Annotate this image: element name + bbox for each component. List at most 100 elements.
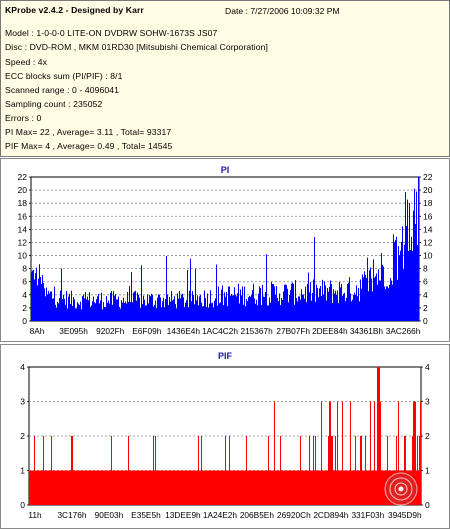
pi-bar: [304, 298, 305, 321]
pi-bar: [34, 279, 35, 321]
pi-bar: [166, 256, 167, 321]
pi-bar: [111, 290, 112, 321]
pi-bar: [410, 249, 411, 321]
pi-bar: [70, 303, 71, 321]
pif-bar: [246, 436, 247, 505]
pi-bar: [287, 288, 288, 321]
pi-bar: [212, 302, 213, 321]
pi-bar: [174, 296, 175, 321]
pi-bar: [397, 279, 398, 321]
pi-bar: [140, 307, 141, 321]
pi-bar: [403, 269, 404, 321]
x-tick-label: 11h: [28, 510, 42, 520]
pi-bar: [108, 300, 109, 321]
pif-bar: [396, 436, 397, 505]
pi-bar: [189, 290, 190, 321]
y-tick-label-left: 6: [22, 277, 27, 287]
pi-bar: [35, 273, 36, 321]
pi-bar: [146, 305, 147, 321]
pi-bar: [406, 225, 407, 321]
pi-bar: [324, 281, 325, 321]
pi-bar: [125, 301, 126, 321]
pi-bar: [260, 288, 261, 321]
pi-bar: [124, 302, 125, 321]
pi-bar: [86, 299, 87, 321]
pif-bar: [153, 436, 154, 505]
pi-bar: [249, 295, 250, 321]
sampling-count-line: Sampling count : 235052: [5, 99, 103, 109]
pi-bar: [67, 308, 68, 321]
pi-bar: [382, 264, 383, 321]
pi-bar: [311, 300, 312, 321]
pif-bar: [198, 436, 199, 505]
pi-bar: [389, 284, 390, 321]
x-tick-label: 206B5Eh: [240, 510, 275, 520]
pi-bar: [165, 299, 166, 321]
pi-bar: [181, 294, 182, 321]
pi-bar: [245, 306, 246, 321]
pi-bar: [94, 302, 95, 321]
pi-bar: [116, 299, 117, 321]
pi-bar: [390, 278, 391, 321]
pi-bar: [38, 278, 39, 321]
pif-bar: [335, 436, 336, 505]
pi-bar: [221, 289, 222, 321]
pi-bar: [259, 286, 260, 321]
pi-bar: [209, 303, 210, 321]
pi-bar: [348, 282, 349, 321]
pi-bar: [101, 292, 102, 321]
pi-bar: [307, 283, 308, 321]
ecc-line: ECC blocks sum (PI/PIF) : 8/1: [5, 71, 123, 81]
pi-bar: [263, 296, 264, 321]
pi-bar: [280, 305, 281, 321]
y-tick-label-left: 0: [22, 316, 27, 326]
pi-bar: [48, 290, 49, 321]
pi-bar: [75, 308, 76, 321]
pif-series: [29, 367, 421, 505]
pi-bar: [396, 236, 397, 321]
pi-bar: [82, 296, 83, 321]
pi-bar: [308, 272, 309, 321]
pi-bar: [76, 308, 77, 321]
y-tick-label-left: 0: [20, 500, 25, 510]
pi-bar: [154, 304, 155, 321]
pi-bar: [105, 307, 106, 321]
pi-bar: [222, 285, 223, 321]
pif-bar: [398, 401, 399, 505]
pi-bar: [340, 287, 341, 321]
pi-bar: [281, 297, 282, 321]
pi-bar: [296, 297, 297, 321]
pi-bar: [104, 307, 105, 321]
pi-bar: [351, 301, 352, 321]
pi-bar: [83, 294, 84, 321]
pi-bar: [162, 301, 163, 321]
pi-bar: [262, 284, 263, 321]
pif-summary-line: PIF Max= 4 , Average= 0.49 , Total= 1454…: [5, 141, 173, 151]
pi-bar: [133, 292, 134, 321]
y-tick-label-left: 12: [18, 237, 28, 247]
pi-bar: [306, 302, 307, 321]
pif-bar: [321, 401, 322, 505]
pi-bar: [64, 298, 65, 321]
pi-bar: [226, 292, 227, 321]
pi-bar: [364, 271, 365, 321]
pi-bar: [186, 300, 187, 321]
pi-bar: [285, 284, 286, 321]
x-tick-label: 3C176h: [57, 510, 86, 520]
pi-bar: [343, 293, 344, 321]
pi-chart-panel: PI 0 0 2 2 4 4 6 6 8 8 10 10 12 12 14 14 16 16 18 18 20 20 22 22…: [0, 158, 450, 342]
pi-bar: [77, 302, 78, 321]
pi-bar: [53, 298, 54, 321]
pi-bar: [66, 290, 67, 321]
pi-bar: [223, 305, 224, 321]
pi-bar: [272, 283, 273, 321]
pi-bar: [338, 303, 339, 321]
y-tick-label-right: 0: [425, 500, 430, 510]
pi-bar: [399, 255, 400, 321]
pi-bar: [230, 295, 231, 321]
x-tick-label: 27B07Fh: [276, 326, 310, 336]
pi-bar: [368, 291, 369, 321]
pi-bar: [365, 274, 366, 321]
pi-bar: [175, 304, 176, 321]
pi-bar: [266, 254, 267, 321]
